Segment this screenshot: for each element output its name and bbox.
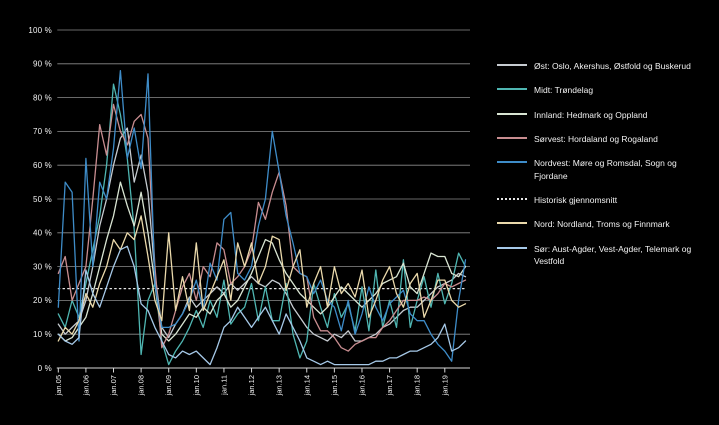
legend-item-sørvest: Sørvest: Hordaland og Rogaland xyxy=(497,133,712,145)
legend-item-innland: Innland: Hedmark og Oppland xyxy=(497,109,712,121)
series-line-øst xyxy=(57,127,467,342)
x-axis-tick-label: jan.06 xyxy=(81,375,90,396)
x-axis-tick-label: jan.08 xyxy=(137,375,146,396)
legend-swatch-icon xyxy=(497,222,527,225)
y-axis-tick-label: 70 % xyxy=(33,127,52,136)
series-line-nord xyxy=(57,215,467,342)
legend-swatch-icon xyxy=(497,161,527,164)
x-axis-tick-label: jan.05 xyxy=(54,375,63,396)
legend-item-sør: Sør: Aust-Agder, Vest-Agder, Telemark og… xyxy=(497,243,712,268)
x-axis-tick-label: jan.16 xyxy=(357,375,366,396)
series-line-sør xyxy=(57,245,467,366)
y-axis-tick-label: 10 % xyxy=(33,330,52,339)
x-axis-tick-label: jan.17 xyxy=(385,375,394,396)
x-axis-tick-label: jan.15 xyxy=(330,375,339,396)
legend-label: Nordvest: Møre og Romsdal, Sogn og Fjord… xyxy=(534,158,677,181)
y-axis-tick-label: 20 % xyxy=(33,296,52,305)
legend-item-midt: Midt: Trøndelag xyxy=(497,84,712,96)
legend-item-nord: Nord: Nordland, Troms og Finnmark xyxy=(497,218,712,230)
legend-label: Innland: Hedmark og Oppland xyxy=(534,109,648,120)
legend-item-historisk gjennomsnitt: Historisk gjennomsnitt xyxy=(497,194,712,206)
x-axis-tick-label: jan.12 xyxy=(247,375,256,396)
legend-label: Nord: Nordland, Troms og Finnmark xyxy=(534,219,670,230)
legend-label: Sørvest: Hordaland og Rogaland xyxy=(534,133,658,144)
chart-legend: Øst: Oslo, Akershus, Østfold og Buskerud… xyxy=(497,60,712,279)
legend-swatch-icon xyxy=(497,246,527,249)
y-axis-tick-label: 0 % xyxy=(38,364,52,373)
x-axis-tick-label: jan.11 xyxy=(219,375,228,396)
legend-label: Midt: Trøndelag xyxy=(534,85,594,96)
x-axis-tick-label: jan.19 xyxy=(440,375,449,396)
x-axis-tick-label: jan.18 xyxy=(413,375,422,396)
y-axis-tick-label: 80 % xyxy=(33,93,52,102)
legend-swatch-icon xyxy=(497,64,527,66)
y-axis-tick-label: 90 % xyxy=(33,60,52,69)
x-axis-tick-label: jan.09 xyxy=(164,375,173,396)
legend-swatch-icon xyxy=(497,112,527,115)
y-axis-tick-label: 60 % xyxy=(33,161,52,170)
y-axis-tick-label: 30 % xyxy=(33,262,52,271)
series-line-nordvest xyxy=(57,69,467,362)
y-axis-tick-label: 40 % xyxy=(33,229,52,238)
legend-item-øst: Øst: Oslo, Akershus, Østfold og Buskerud xyxy=(497,60,712,72)
legend-label: Sør: Aust-Agder, Vest-Agder, Telemark og… xyxy=(534,243,692,266)
legend-swatch-icon xyxy=(497,136,527,139)
y-axis-tick-label: 100 % xyxy=(28,26,52,35)
legend-label: Historisk gjennomsnitt xyxy=(534,194,618,205)
x-axis-tick-label: jan.13 xyxy=(275,375,284,396)
x-axis-tick-label: jan.10 xyxy=(192,375,201,396)
legend-item-nordvest: Nordvest: Møre og Romsdal, Sogn og Fjord… xyxy=(497,157,712,182)
x-axis-tick-label: jan.07 xyxy=(109,375,118,396)
legend-label: Øst: Oslo, Akershus, Østfold og Buskerud xyxy=(534,61,691,71)
y-axis-tick-label: 50 % xyxy=(33,195,52,204)
x-axis-tick-label: jan.14 xyxy=(302,375,311,396)
legend-swatch-icon xyxy=(497,197,527,200)
legend-swatch-icon xyxy=(497,88,527,91)
series-line-innland xyxy=(57,181,467,342)
